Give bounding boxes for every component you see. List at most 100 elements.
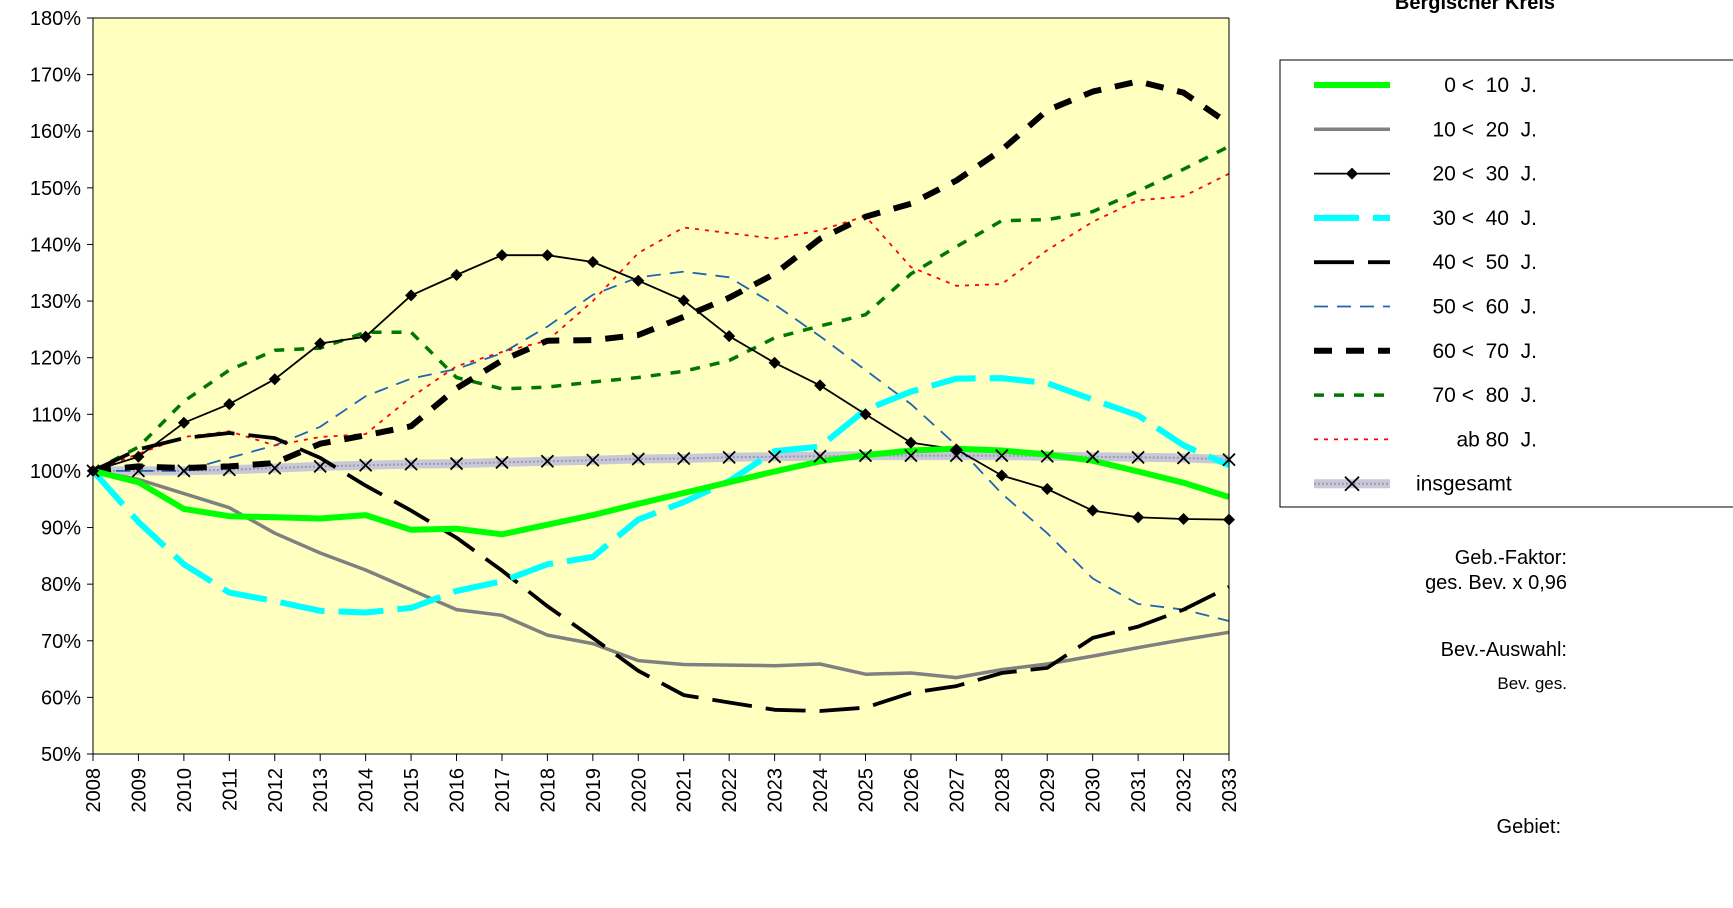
y-tick-label-170: 170%	[30, 65, 81, 87]
point-20-30-2031	[1132, 511, 1145, 524]
legend-marker-total	[1344, 476, 1360, 492]
point-total-2028	[995, 449, 1009, 463]
point-total-2032	[1176, 451, 1191, 465]
legend-box	[1279, 59, 1733, 508]
x-tick-label-2009: 2009	[128, 768, 150, 813]
x-tick-label-2020: 2020	[628, 768, 650, 813]
point-total-2013	[313, 459, 327, 474]
series-line-total	[93, 454, 1230, 472]
point-20-30-2024	[814, 379, 827, 392]
y-tick-label-140: 140%	[30, 234, 81, 256]
x-tick-label-2016: 2016	[447, 768, 469, 813]
series-line-6	[92, 78, 1231, 474]
series-layer	[90, 78, 1231, 713]
point-20-30-2021	[677, 294, 690, 307]
point-total-2009	[131, 464, 146, 478]
point-total-2019	[586, 453, 600, 467]
point-20-30-2030	[1086, 504, 1099, 517]
birth-factor-value: ges. Bev. x 0,96	[1425, 572, 1567, 594]
point-total-2026	[904, 449, 918, 463]
series-line-3	[90, 375, 1231, 616]
y-tick-label-50: 50%	[41, 744, 81, 766]
x-tick-label-2010: 2010	[174, 768, 196, 813]
point-20-30-2028	[995, 469, 1008, 482]
x-tick-label-2008: 2008	[83, 768, 105, 813]
point-20-30-2009	[132, 450, 145, 463]
y-tick-label-120: 120%	[30, 348, 81, 370]
x-tick-label-2019: 2019	[583, 768, 605, 813]
legend-label-0: 0 < 10 J.	[1444, 74, 1537, 97]
point-total-2029	[1040, 449, 1054, 463]
x-tick-label-2013: 2013	[310, 768, 332, 813]
point-20-30-2019	[586, 256, 599, 269]
y-tick-label-160: 160%	[30, 121, 81, 143]
point-total-2014	[359, 458, 373, 472]
legend-label-1: 10 < 20 J.	[1433, 118, 1538, 141]
markers-layer	[86, 249, 1236, 526]
y-tick-label-90: 90%	[41, 518, 81, 540]
y-tick-label-150: 150%	[30, 178, 81, 200]
point-20-30-2017	[495, 249, 508, 262]
legend-label-7: 70 < 80 J.	[1433, 384, 1538, 407]
x-tick-label-2025: 2025	[855, 768, 877, 813]
point-20-30-2020	[632, 274, 645, 287]
point-total-2010	[177, 464, 191, 478]
point-total-2018	[540, 454, 555, 468]
point-20-30-2012	[268, 373, 281, 386]
x-tick-label-2015: 2015	[401, 768, 423, 813]
x-tick-label-2032: 2032	[1174, 768, 1196, 813]
x-tick-label-2027: 2027	[946, 768, 968, 813]
point-total-2021	[677, 451, 691, 466]
point-total-2022	[722, 450, 736, 464]
legend-label-6: 60 < 70 J.	[1433, 340, 1538, 363]
x-tick-label-2026: 2026	[901, 768, 923, 813]
series-line-2	[92, 254, 1230, 521]
y-tick-label-130: 130%	[30, 291, 81, 313]
point-total-2023	[767, 450, 782, 464]
series-line-1	[92, 469, 1230, 680]
y-tick-label-180: 180%	[30, 8, 81, 30]
axes: 50% 60% 70% 80% 90% 100% 110% 120% 130% 140% 150% 1…	[30, 8, 1241, 813]
point-20-30-2016	[450, 269, 463, 282]
point-20-30-2025	[859, 408, 872, 421]
point-20-30-2018	[541, 249, 554, 262]
legend-label-3: 30 < 40 J.	[1433, 207, 1538, 230]
x-tick-label-2031: 2031	[1128, 768, 1150, 813]
x-tick-label-2023: 2023	[765, 768, 787, 813]
point-20-30-2011	[223, 398, 236, 411]
population-selection-value: Bev. ges.	[1497, 674, 1567, 693]
population-selection-label: Bev.-Auswahl:	[1440, 639, 1567, 661]
point-total-2016	[449, 456, 464, 471]
point-total-2030	[1086, 450, 1100, 464]
legend: 0 < 10 J. 10 < 20 J. 20 < 30 J. 30 < 40 J. 4…	[1279, 59, 1733, 508]
point-total-2015	[404, 457, 418, 471]
birth-factor-label: Geb.-Faktor:	[1454, 547, 1567, 569]
x-tick-label-2012: 2012	[265, 768, 287, 813]
chart-title: Bergischer Kreis	[1395, 0, 1555, 14]
point-total-2027	[949, 449, 963, 463]
legend-label-9: insgesamt	[1416, 473, 1512, 496]
point-total-2020	[631, 452, 645, 466]
y-tick-label-100: 100%	[30, 461, 81, 483]
x-tick-label-2024: 2024	[810, 768, 832, 813]
x-tick-label-2014: 2014	[356, 768, 378, 813]
x-tick-label-2017: 2017	[492, 768, 514, 813]
point-20-30-2013	[314, 337, 327, 350]
y-tick-label-110: 110%	[31, 404, 81, 426]
legend-label-8: ab 80 J.	[1456, 428, 1537, 451]
x-tick-label-2030: 2030	[1083, 768, 1105, 813]
point-total-2012	[268, 461, 282, 475]
x-tick-label-2011: 2011	[219, 768, 241, 811]
x-tick-label-2018: 2018	[537, 768, 559, 813]
legend-label-4: 40 < 50 J.	[1433, 251, 1538, 274]
point-20-30-2022	[723, 330, 736, 343]
series-line-0	[92, 445, 1230, 538]
x-tick-label-2021: 2021	[674, 768, 696, 813]
legend-label-5: 50 < 60 J.	[1433, 296, 1538, 319]
point-20-30-2010	[177, 416, 190, 429]
x-tick-label-2022: 2022	[719, 768, 741, 813]
x-tick-label-2029: 2029	[1037, 768, 1059, 813]
series-line-8	[92, 172, 1230, 472]
point-total-2024	[813, 449, 827, 463]
